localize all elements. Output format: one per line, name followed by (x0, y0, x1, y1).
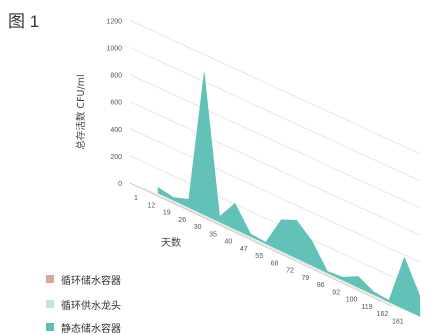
y-tick-label: 200 (110, 154, 122, 161)
x-tick-label: 86 (317, 282, 325, 289)
x-tick-label: 19 (163, 210, 171, 217)
x-tick-label: 55 (255, 253, 263, 260)
x-tick-label: 100 (346, 297, 358, 304)
series-floor (130, 183, 397, 309)
gridline (129, 128, 420, 263)
gridline (129, 155, 420, 290)
x-tick-label: 68 (271, 260, 279, 267)
y-tick-label: 400 (110, 127, 122, 134)
y-tick-label: 600 (110, 100, 122, 107)
x-tick-label: 1 (134, 195, 138, 202)
x-tick-label: 79 (302, 275, 310, 282)
figure-label: 图 1 (8, 12, 40, 31)
legend-item: 静态储水容器 (46, 320, 121, 335)
x-tick-label: 47 (240, 246, 248, 253)
x-tick-label: 119 (361, 304, 372, 311)
legend-item: 循环储水容器 (46, 272, 121, 287)
y-axis: 0 200 400 600 800 1000 1200 (106, 18, 122, 188)
gridline (129, 101, 420, 236)
y-tick-label: 1000 (106, 46, 122, 53)
x-axis-label: 天数 (161, 238, 181, 249)
legend-swatch (46, 275, 54, 283)
x-tick-label: 181 (392, 318, 404, 325)
legend-swatch (46, 323, 54, 331)
legend-label: 静态储水容器 (61, 323, 121, 335)
gridline (129, 47, 420, 182)
x-tick-label: 35 (209, 231, 217, 238)
legend-item: 循环供水龙头 (46, 297, 121, 312)
x-tick-label: 12 (148, 202, 156, 209)
gridlines (129, 20, 420, 317)
x-tick-label: 72 (286, 268, 294, 275)
y-tick-label: 800 (110, 73, 122, 80)
x-tick-label: 30 (194, 224, 202, 231)
y-tick-label: 0 (118, 181, 122, 188)
gridline (129, 74, 420, 209)
legend-label: 循环供水龙头 (61, 300, 121, 312)
series-layer (129, 72, 425, 319)
y-tick-label: 1200 (106, 18, 122, 25)
gridline (129, 20, 420, 155)
series-floor (144, 188, 411, 314)
x-tick-label: 92 (332, 289, 340, 296)
x-tick-label: 40 (225, 239, 233, 246)
legend-swatch (46, 300, 54, 308)
legend-label: 循环储水容器 (61, 275, 121, 287)
x-tick-label: 26 (178, 217, 186, 224)
series-area (157, 72, 421, 317)
x-tick-label: 162 (377, 311, 389, 318)
series-floor (158, 193, 425, 319)
y-axis-label: 总存活数 CFU/ml (76, 74, 87, 150)
